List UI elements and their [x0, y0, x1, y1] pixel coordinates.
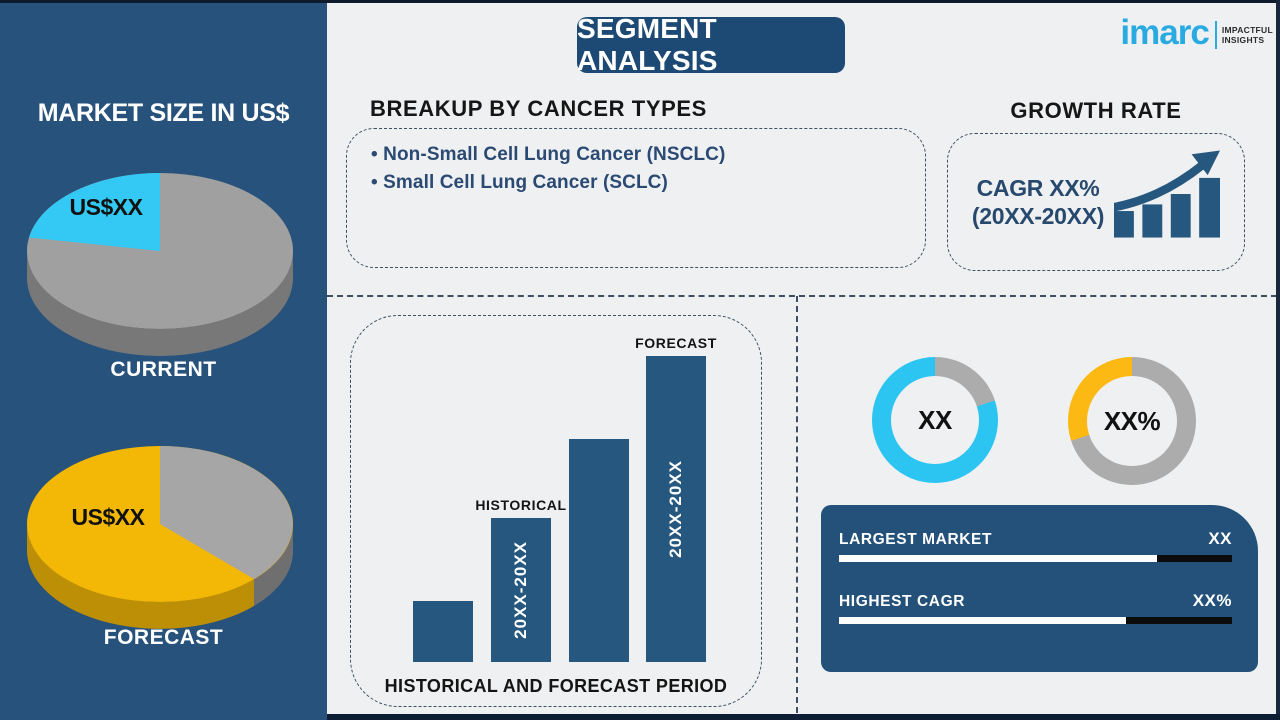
breakup-heading: BREAKUP BY CANCER TYPES — [370, 96, 707, 121]
cagr-text: CAGR XX% (20XX-20XX) — [971, 174, 1105, 230]
breakup-item-label: Non-Small Cell Lung Cancer (NSCLC) — [383, 144, 726, 165]
highest-cagr-value: XX% — [1192, 591, 1232, 610]
current-pie-chart — [27, 173, 293, 356]
cagr-value: CAGR XX% — [976, 175, 1100, 201]
page-title: SEGMENT ANALYSIS — [577, 13, 718, 76]
market-size-heading: MARKET SIZE IN US$ — [37, 99, 290, 127]
breakup-item-nsclc: • Non-Small Cell Lung Cancer (NSCLC) — [371, 141, 901, 169]
imarc-logo-wordmark: imarc — [1120, 13, 1209, 52]
bar-group-2: HISTORICAL 20XX-20XX — [475, 497, 566, 662]
bar-annotation-historical: HISTORICAL — [475, 497, 567, 513]
horizontal-divider — [327, 295, 1277, 297]
growth-chart-icon — [1114, 150, 1221, 238]
stats-panel: LARGEST MARKET XX HIGHEST CAGR XX% — [821, 505, 1258, 672]
donut-cagr-label: XX% — [1103, 405, 1161, 436]
progress-track — [839, 555, 1232, 562]
bar-label: 20XX-20XX — [666, 460, 685, 558]
period-bar: 20XX-20XX — [491, 518, 551, 662]
logo-separator — [1214, 21, 1217, 49]
frame-bottom-border — [327, 714, 1280, 720]
current-pie-caption: CURRENT — [110, 358, 217, 381]
breakup-item-sclc: • Small Cell Lung Cancer (SCLC) — [371, 169, 901, 197]
breakup-item-label: Small Cell Lung Cancer (SCLC) — [383, 172, 668, 193]
forecast-pie-value: US$XX — [71, 504, 145, 530]
breakup-box: • Non-Small Cell Lung Cancer (NSCLC) • S… — [346, 128, 926, 268]
highest-cagr-label: HIGHEST CAGR — [839, 593, 966, 610]
bar-group-3 — [569, 434, 629, 662]
donut-largest-label: XX — [918, 404, 952, 435]
progress-fill — [839, 555, 1158, 562]
current-pie-value: US$XX — [69, 194, 143, 220]
bar-label: 20XX-20XX — [511, 541, 530, 639]
page-title-banner: SEGMENT ANALYSIS — [577, 13, 845, 76]
largest-market-label: LARGEST MARKET — [839, 531, 993, 548]
growth-rate-heading: GROWTH RATE — [1010, 98, 1182, 123]
pie-rim — [27, 251, 293, 356]
bullet-icon: • — [371, 144, 378, 165]
logo-tagline: IMPACTFUL INSIGHTS — [1222, 25, 1273, 46]
forecast-pie-chart — [27, 446, 293, 629]
period-chart-caption: HISTORICAL AND FORECAST PERIOD — [384, 676, 728, 696]
donut-chart: XX% — [1068, 357, 1196, 485]
bar-group-4: FORECAST 20XX-20XX — [635, 335, 716, 662]
highest-cagr-row: HIGHEST CAGR XX% — [839, 591, 1232, 624]
forecast-pie-caption: FORECAST — [103, 626, 224, 649]
bar-annotation-forecast: FORECAST — [635, 335, 717, 351]
donut-chart: XX — [872, 357, 998, 483]
frame-right-border — [1276, 0, 1280, 720]
period-bar — [413, 601, 473, 662]
bar-group-1 — [413, 596, 473, 662]
vertical-divider — [796, 296, 798, 713]
imarc-logo: imarc IMPACTFUL INSIGHTS — [1120, 12, 1273, 54]
pie-rim-gray — [254, 524, 293, 606]
pie-rim-yellow — [27, 524, 254, 629]
cagr-period: (20XX-20XX) — [971, 203, 1105, 229]
logo-tagline-line2: INSIGHTS — [1221, 35, 1265, 45]
period-bar: 20XX-20XX — [646, 356, 706, 662]
period-chart-box: HISTORICAL 20XX-20XX FORECAST 20XX-20XX … — [350, 315, 762, 707]
frame-top-border — [0, 0, 1280, 3]
pie-slice-gray — [160, 446, 293, 579]
growth-rate-box: CAGR XX% (20XX-20XX) — [947, 133, 1245, 271]
pie-slice-highlight — [29, 173, 160, 251]
market-size-sidebar: MARKET SIZE IN US$ US$XX CURRENT US$XX F… — [0, 0, 327, 720]
progress-fill — [839, 617, 1126, 624]
largest-market-value: XX — [1208, 529, 1232, 548]
largest-market-row: LARGEST MARKET XX — [839, 529, 1232, 562]
bullet-icon: • — [371, 172, 378, 193]
logo-tagline-line1: IMPACTFUL — [1221, 24, 1273, 35]
period-bar — [569, 439, 629, 662]
progress-track — [839, 617, 1232, 624]
